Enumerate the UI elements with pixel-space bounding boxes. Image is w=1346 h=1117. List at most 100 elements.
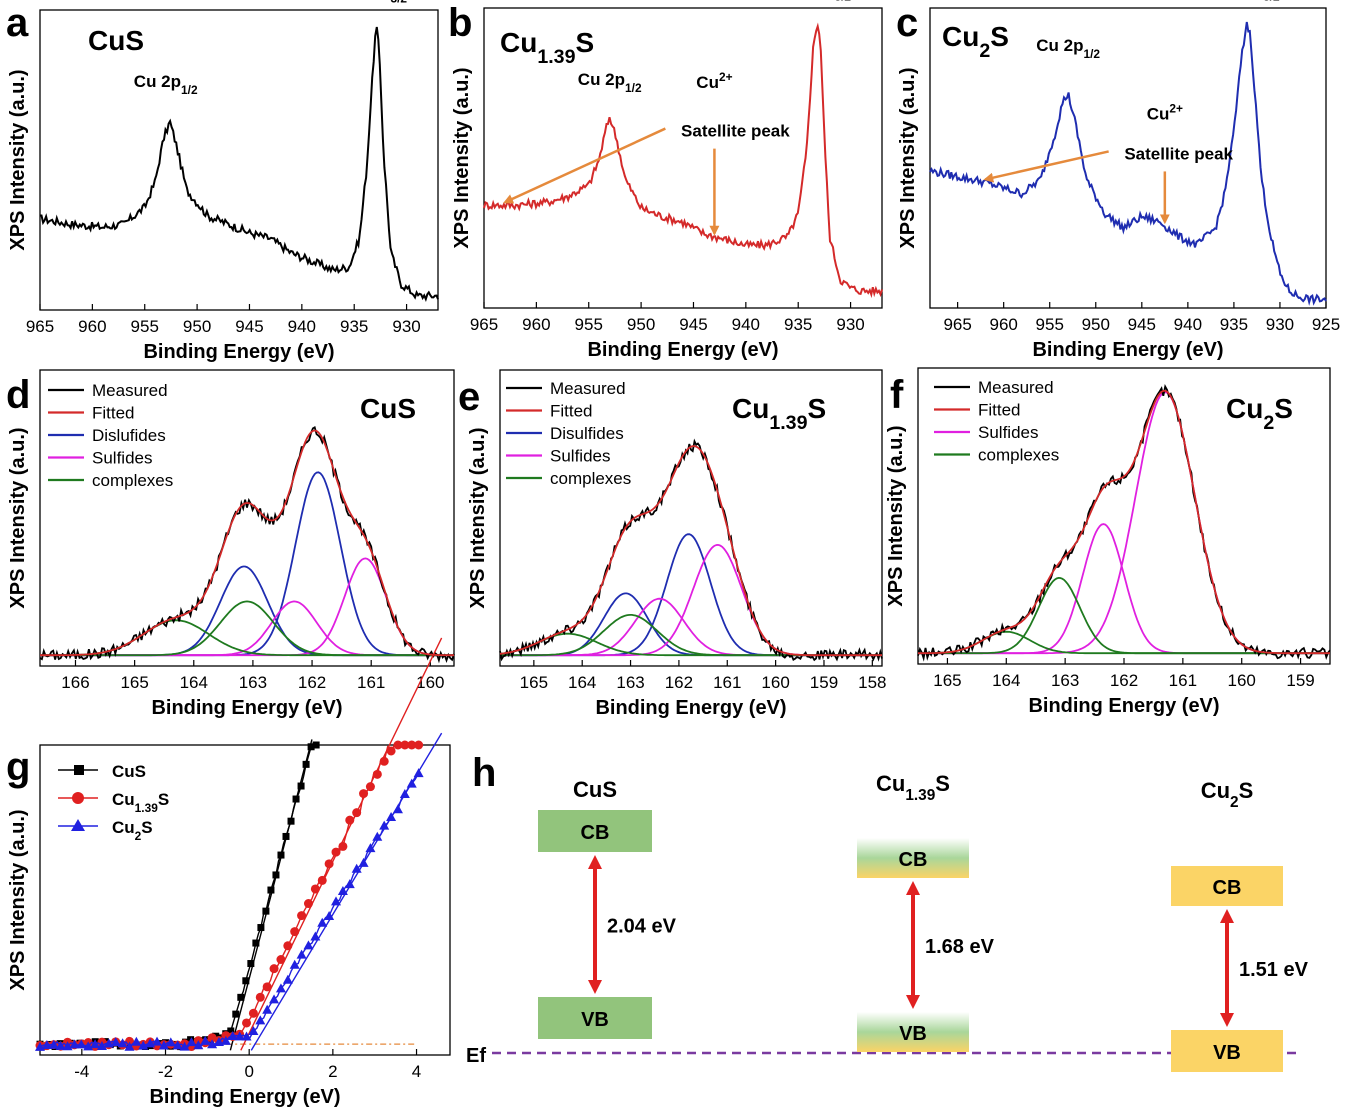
x-tick-label: 945 bbox=[1128, 315, 1156, 334]
onset-fit-line bbox=[250, 732, 443, 1051]
x-tick-label: 965 bbox=[26, 317, 54, 336]
legend-label: Fitted bbox=[92, 404, 135, 423]
panel-title: Cu2S bbox=[942, 21, 1009, 62]
data-point bbox=[69, 1039, 80, 1049]
data-point bbox=[117, 1038, 128, 1048]
data-point bbox=[393, 740, 403, 750]
data-point bbox=[297, 911, 307, 921]
valence-band bbox=[538, 997, 652, 1039]
peak-label: Cu2+ bbox=[1147, 101, 1183, 123]
panel-title: CuS bbox=[360, 393, 416, 424]
plot-frame bbox=[39, 744, 451, 1056]
panel-letter: b bbox=[448, 1, 472, 45]
vb-label: VB bbox=[1213, 1042, 1241, 1064]
legend-label: Measured bbox=[978, 378, 1054, 397]
legend-label: complexes bbox=[550, 469, 631, 488]
data-point bbox=[269, 994, 280, 1004]
data-point bbox=[76, 1039, 87, 1049]
band-gap-value: 1.51 eV bbox=[1239, 959, 1309, 981]
onset-fit-line bbox=[240, 637, 443, 1051]
cb-label: CB bbox=[1213, 877, 1242, 899]
fitted-line bbox=[499, 445, 882, 657]
data-point bbox=[55, 1040, 66, 1050]
data-point bbox=[234, 1031, 245, 1041]
data-point bbox=[296, 949, 307, 959]
component-peak bbox=[500, 543, 882, 657]
x-tick-label: 163 bbox=[1051, 671, 1079, 690]
satellite-arrow bbox=[983, 150, 1109, 183]
data-point bbox=[186, 1037, 197, 1047]
x-tick-label: 935 bbox=[784, 315, 812, 334]
x-axis-label: Binding Energy (eV) bbox=[1032, 339, 1223, 361]
legend-label: complexes bbox=[978, 446, 1059, 465]
data-point bbox=[331, 896, 342, 906]
panel-letter: g bbox=[6, 745, 30, 789]
panel-letter: a bbox=[6, 1, 29, 45]
x-axis-label: Binding Energy (eV) bbox=[149, 1086, 340, 1108]
data-point bbox=[90, 1039, 101, 1049]
satellite-label: Satellite peak bbox=[1124, 144, 1233, 163]
x-tick-label: 165 bbox=[933, 671, 961, 690]
legend-label: Cu1.39S bbox=[112, 790, 169, 815]
data-point bbox=[207, 1039, 218, 1049]
x-axis-label: Binding Energy (eV) bbox=[151, 697, 342, 719]
y-axis-label: XPS Intensity (a.u.) bbox=[467, 427, 489, 608]
x-tick-label: 162 bbox=[665, 673, 693, 692]
data-point bbox=[248, 1025, 259, 1035]
x-tick-label: 0 bbox=[244, 1062, 253, 1081]
data-point bbox=[242, 977, 250, 985]
x-tick-label: 162 bbox=[1110, 671, 1138, 690]
x-tick-label: 925 bbox=[1312, 315, 1340, 334]
legend-label: Dislufides bbox=[92, 426, 166, 445]
x-tick-label: 4 bbox=[412, 1062, 421, 1081]
data-point bbox=[220, 1035, 231, 1045]
data-point bbox=[227, 1027, 235, 1035]
x-tick-label: -2 bbox=[158, 1062, 173, 1081]
x-tick-label: 960 bbox=[989, 315, 1017, 334]
data-point bbox=[41, 1040, 52, 1050]
x-tick-label: 2 bbox=[328, 1062, 337, 1081]
material-label: Cu2S bbox=[1201, 778, 1254, 811]
x-tick-label: 940 bbox=[288, 317, 316, 336]
x-axis-label: Binding Energy (eV) bbox=[587, 339, 778, 361]
x-tick-label: 161 bbox=[357, 673, 385, 692]
data-point bbox=[379, 820, 390, 830]
data-point bbox=[241, 1031, 252, 1041]
data-point bbox=[242, 1018, 252, 1028]
legend-label: Disulfides bbox=[550, 424, 624, 443]
x-tick-label: 955 bbox=[1036, 315, 1064, 334]
data-point bbox=[262, 982, 272, 992]
x-tick-label: 935 bbox=[1220, 315, 1248, 334]
vb-label: VB bbox=[581, 1009, 609, 1031]
data-point bbox=[414, 740, 424, 750]
data-point bbox=[124, 1041, 135, 1051]
x-tick-label: 960 bbox=[522, 315, 550, 334]
y-axis-label: XPS Intensity (a.u.) bbox=[7, 69, 29, 250]
x-tick-label: 160 bbox=[761, 673, 789, 692]
legend-label: Measured bbox=[92, 381, 168, 400]
component-peak bbox=[40, 471, 454, 657]
band-diagram: h Ef CuS CB VB 2.04 eV Cu1.39S CB VB 1.68 eV Cu2S C… bbox=[466, 751, 1309, 1072]
panel-title: Cu1.39S bbox=[732, 393, 826, 434]
data-point bbox=[289, 959, 300, 969]
valence-band bbox=[857, 1012, 969, 1052]
legend-label: Cu2S bbox=[112, 818, 153, 843]
series-line bbox=[39, 772, 420, 1048]
x-tick-label: 165 bbox=[120, 673, 148, 692]
satellite-arrow bbox=[503, 127, 666, 204]
data-point bbox=[237, 993, 245, 1001]
band-gap-value: 1.68 eV bbox=[925, 936, 995, 958]
x-tick-label: 960 bbox=[78, 317, 106, 336]
x-tick-label: 159 bbox=[810, 673, 838, 692]
panel-f: 165 164 163 162 161 160 159 Binding Energy (eV)… bbox=[885, 367, 1331, 717]
peak-label: Cu 2p1/2 bbox=[134, 72, 198, 97]
plot-frame bbox=[39, 369, 455, 667]
peak-label: Cu 2p3/2 bbox=[1216, 0, 1280, 4]
x-tick-label: 159 bbox=[1286, 671, 1314, 690]
data-point bbox=[158, 1040, 169, 1050]
data-point bbox=[324, 859, 334, 869]
legend-label: complexes bbox=[92, 471, 173, 490]
x-tick-label: 945 bbox=[235, 317, 263, 336]
plot-frame bbox=[929, 7, 1327, 309]
peak-label: Cu 2p3/2 bbox=[787, 0, 851, 4]
